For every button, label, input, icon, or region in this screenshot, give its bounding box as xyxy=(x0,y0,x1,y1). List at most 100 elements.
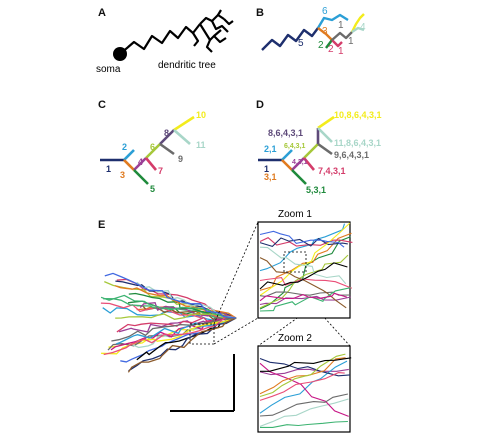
b-label-1c: 1 xyxy=(338,46,344,57)
zoom2-trace xyxy=(259,372,345,401)
c-label-8: 8 xyxy=(164,128,169,138)
c-label-9: 9 xyxy=(178,154,183,164)
branch-b-1 xyxy=(261,27,319,51)
dendrite-trace xyxy=(108,317,237,348)
zoom1-trace xyxy=(259,257,347,309)
b-label-6: 6 xyxy=(322,6,328,17)
zoom2-trace xyxy=(259,357,351,377)
b-label-2b: 2 xyxy=(328,44,334,55)
c-label-7: 7 xyxy=(158,166,163,176)
c-label-1: 1 xyxy=(106,164,111,174)
b-label-5: 5 xyxy=(298,38,304,49)
zoom1-trace xyxy=(259,262,348,290)
dendrite-trace xyxy=(127,317,237,373)
overlaid-dendrite-traces xyxy=(100,272,237,373)
c-label-3: 3 xyxy=(120,170,125,180)
b-label-3: 3 xyxy=(322,26,328,37)
zoom2-trace xyxy=(260,420,348,428)
c-label-2: 2 xyxy=(122,142,127,152)
dendrite-trace xyxy=(101,317,237,355)
b-label-2: 2 xyxy=(318,40,324,51)
zoom2-trace xyxy=(259,368,349,376)
d-seg-5 xyxy=(291,169,307,185)
zoom2-trace xyxy=(259,393,349,417)
panel-e-label: E xyxy=(98,219,105,231)
c-seg-11 xyxy=(173,129,191,145)
d-label-5: 5,3,1 xyxy=(306,185,326,195)
d-seg-4 xyxy=(291,157,305,171)
zoom1-subbox xyxy=(283,251,307,273)
dendrite-trace xyxy=(104,272,237,319)
b-label-1a: 1 xyxy=(338,20,344,31)
d-label-10: 10,8,6,4,3,1 xyxy=(334,110,382,120)
d-seg-3 xyxy=(281,159,293,171)
branch-b-10 xyxy=(350,13,365,33)
dendrite-trace xyxy=(111,316,237,342)
d-seg-11 xyxy=(317,127,333,143)
c-seg-6 xyxy=(145,143,161,159)
panel-b-label: B xyxy=(256,7,264,19)
c-label-4: 4 xyxy=(138,157,143,167)
branch-b-6 xyxy=(316,13,349,29)
d-seg-9 xyxy=(317,142,333,156)
c-label-10: 10 xyxy=(196,110,206,120)
zoom1-trace xyxy=(259,237,348,248)
d-label-7: 7,4,3,1 xyxy=(318,166,346,176)
panel-c: C 1 2 3 4 5 6 7 8 9 10 11 xyxy=(98,99,206,194)
d-label-1: 1 xyxy=(264,164,269,174)
dendrite-trace xyxy=(103,316,237,356)
panel-a: A soma dendritic tree xyxy=(96,7,234,75)
b-label-1b: 1 xyxy=(348,36,354,47)
panel-d-label: D xyxy=(256,99,264,111)
branch-b-3 xyxy=(317,27,333,41)
c-seg-9 xyxy=(159,142,175,156)
d-seg-6 xyxy=(303,143,319,159)
c-seg-4 xyxy=(133,157,147,171)
zoom2-trace xyxy=(259,353,346,398)
zoom1-trace xyxy=(259,237,353,247)
d-seg-7 xyxy=(303,157,315,171)
d-seg-2 xyxy=(281,149,293,161)
dendrite-trace xyxy=(100,302,237,320)
panel-e: E Zoom 1 Zoom 2 xyxy=(98,209,353,433)
dendrite-trace xyxy=(114,285,237,319)
zoom2-inset: Zoom 2 xyxy=(257,333,352,433)
zoom2-label: Zoom 2 xyxy=(278,333,312,344)
panel-c-label: C xyxy=(98,99,106,111)
dendrite-trace xyxy=(102,307,237,321)
d-label-8: 8,6,4,3,1 xyxy=(268,128,303,138)
branch-b-11 xyxy=(351,26,365,33)
branch-b-8 xyxy=(331,31,353,41)
zoom1-trace xyxy=(259,287,351,312)
zoom1-label: Zoom 1 xyxy=(278,209,312,220)
soma-label: soma xyxy=(96,64,121,75)
d-label-6: 6,4,3,1 xyxy=(284,143,306,150)
branch-b-2 xyxy=(325,39,333,49)
zoom1-trace xyxy=(259,277,353,289)
zoom2-traces xyxy=(259,353,352,428)
scale-bar xyxy=(170,354,235,412)
zoom1-trace xyxy=(259,236,351,310)
d-label-11: 11,8,6,4,3,1 xyxy=(334,138,381,148)
zoom2-source-box xyxy=(189,323,215,345)
c-seg-2 xyxy=(123,149,135,161)
zoom1-trace xyxy=(259,223,346,272)
panel-d: D 1 2,1 3,1 4,3,1 5,3,1 6,4,3,1 7,4,3,1 … xyxy=(256,99,382,195)
dendritic-tree-label: dendritic tree xyxy=(158,60,216,71)
zoom2-trace xyxy=(259,398,349,427)
dendritic-tree-drawing xyxy=(119,9,234,55)
zoom2-trace xyxy=(259,360,348,414)
d-label-9: 9,6,4,3,1 xyxy=(334,150,369,160)
zoom2-trace xyxy=(259,357,346,395)
d-label-2: 2,1 xyxy=(264,144,277,154)
zoom2-trace xyxy=(260,357,352,372)
c-label-6: 6 xyxy=(150,142,155,152)
dendrite-trace xyxy=(116,315,237,333)
branch-b-7 xyxy=(331,39,343,48)
b-label-4: 4 xyxy=(360,22,366,33)
c-label-5: 5 xyxy=(150,184,155,194)
c-label-11: 11 xyxy=(196,140,206,150)
c-seg-5 xyxy=(133,169,149,185)
c-seg-3 xyxy=(123,159,135,171)
